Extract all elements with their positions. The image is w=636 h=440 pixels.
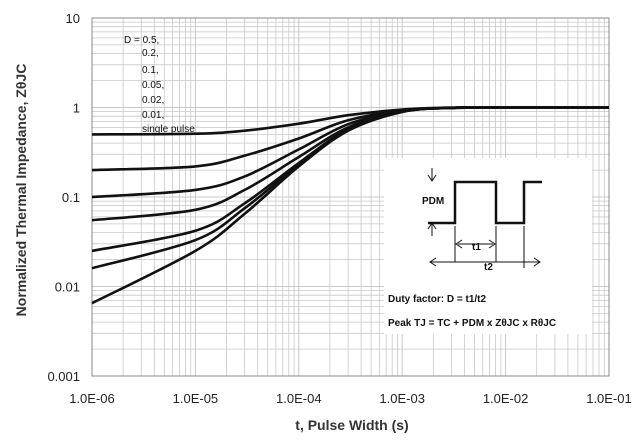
x-tick-label: 1.0E-03 [379, 391, 425, 406]
x-tick-labels: 1.0E-06 1.0E-05 1.0E-04 1.0E-03 1.0E-02 1.0E-… [69, 391, 632, 406]
x-tick-label: 1.0E-01 [586, 391, 632, 406]
legend-line-1: 0.2, [142, 48, 159, 59]
y-tick-label: 0.001 [47, 369, 80, 384]
y-tick-label: 0.1 [62, 190, 80, 205]
duty-factor-text: Duty factor: D = t1/t2 [388, 294, 487, 305]
legend-block: D = 0.5, 0.2, 0.1, 0.05, 0.02, 0.01, sin… [124, 35, 195, 135]
legend-line-6: single pulse [142, 124, 195, 135]
t1-label: t1 [472, 242, 481, 253]
y-tick-label: 0.01 [55, 280, 80, 295]
duty-cycle-inset: PDM t1 t2 Duty factor: D = t1/t2 Peak TJ… [384, 158, 592, 334]
t2-label: t2 [484, 262, 493, 273]
y-tick-label: 1 [73, 101, 80, 116]
x-tick-label: 1.0E-06 [69, 391, 115, 406]
y-axis-title: Normalized Thermal Impedance, ZθJC [13, 64, 29, 317]
x-tick-label: 1.0E-02 [483, 391, 529, 406]
y-tick-labels: 10 1 0.1 0.01 0.001 [47, 11, 80, 384]
legend-line-5: 0.01, [142, 110, 164, 121]
legend-line-3: 0.05, [142, 80, 164, 91]
pdm-label: PDM [422, 196, 444, 207]
x-axis-title: t, Pulse Width (s) [295, 417, 408, 433]
peak-formula-text: Peak TJ = TC + PDM x ZθJC x RθJC [388, 318, 556, 329]
legend-line-2: 0.1, [142, 65, 159, 76]
x-tick-label: 1.0E-04 [276, 391, 322, 406]
legend-line-0: D = 0.5, [124, 35, 159, 46]
x-tick-label: 1.0E-05 [173, 391, 219, 406]
inset-diagram-area [418, 162, 550, 274]
legend-line-4: 0.02, [142, 95, 164, 106]
y-tick-label: 10 [66, 11, 80, 26]
